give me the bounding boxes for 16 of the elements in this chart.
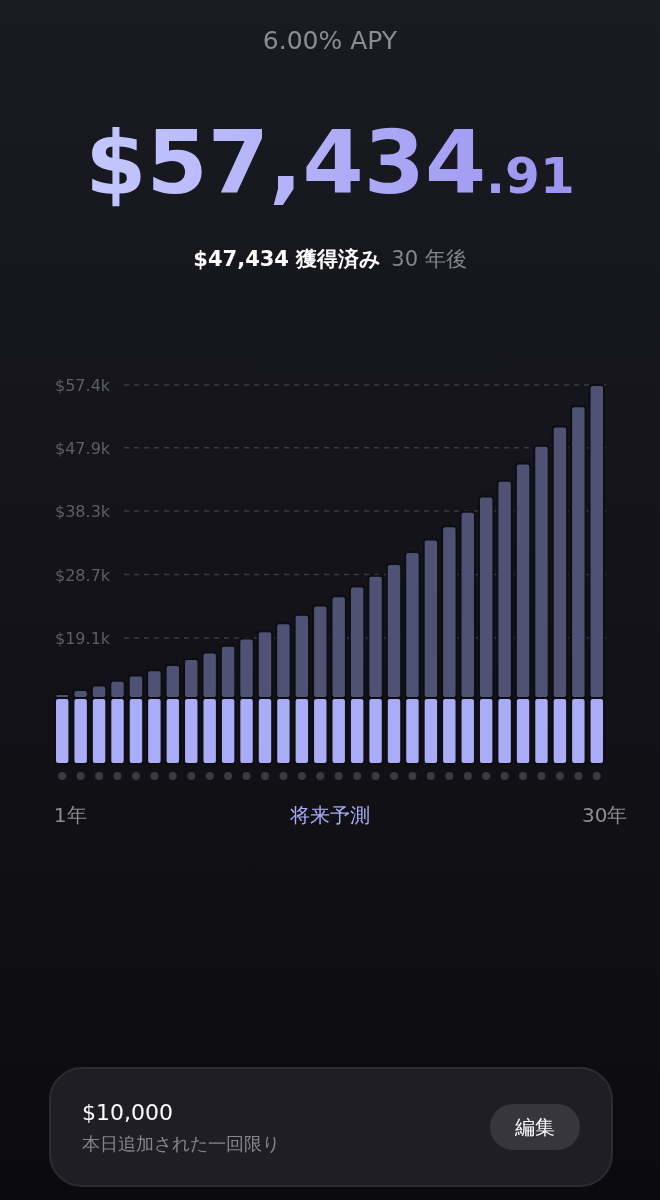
text: 編集 <box>514 1115 555 1139</box>
text: 30 年後 <box>391 247 467 271</box>
x-tick-label: 1年 <box>53 803 87 827</box>
x-tick-label: 30年 <box>582 803 628 827</box>
chart-subtitle: $57,434.91 <box>85 111 575 214</box>
y-tick-label: $38.3k <box>55 502 111 522</box>
x-axis-title: 将来予測 <box>289 803 370 827</box>
chart-title: 6.00% APY <box>262 26 398 55</box>
y-tick-label: $47.9k <box>55 438 111 458</box>
text: $10,000 <box>82 1100 173 1125</box>
y-tick-label: $57.4k <box>55 376 111 395</box>
bar <box>54 696 71 765</box>
text: $47,434 獲得済み <box>193 247 382 271</box>
y-tick-label: $19.1k <box>55 628 111 648</box>
y-tick-label: $28.7k <box>55 565 111 585</box>
text: 本日追加された一回限り <box>82 1133 280 1154</box>
